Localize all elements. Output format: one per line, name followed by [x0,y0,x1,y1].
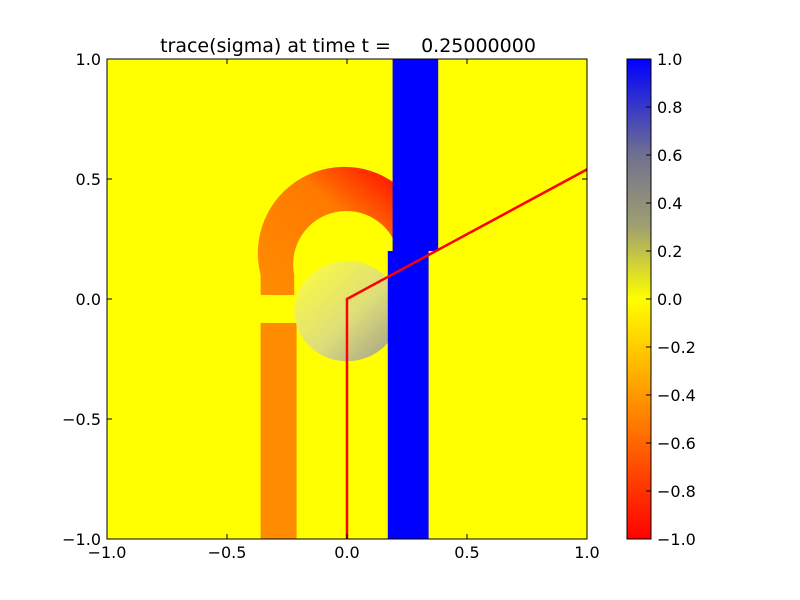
x-tick-label: 0.0 [334,543,359,562]
colorbar-tick-label: 0.8 [657,98,682,117]
heatmap-field [257,59,587,539]
colorbar-tick-label: 1.0 [657,50,682,69]
x-axis-ticks: −1.0 −0.5 0.0 0.5 1.0 [88,59,600,562]
x-tick-label: 0.5 [454,543,479,562]
colorbar-tick-label: 0.6 [657,146,682,165]
colorbar-tick-label: −0.4 [657,386,696,405]
colorbar-tick-label: 0.0 [657,290,682,309]
positive-stress-band-lower [387,251,429,539]
colorbar-ticks: 1.0 0.8 0.6 0.4 0.2 0.0 −0.2 −0.4 −0.6 −0.8 −1.0 [646,50,696,549]
colorbar-tick-label: −0.6 [657,434,696,453]
negative-stress-band [260,323,297,539]
colorbar-tick-label: −0.2 [657,338,696,357]
y-axis-ticks: −1.0 −0.5 0.0 0.5 1.0 [62,50,587,549]
positive-stress-band-upper [392,59,439,251]
colorbar-tick-label: 0.4 [657,194,682,213]
y-tick-label: −1.0 [62,530,101,549]
y-tick-label: 0.0 [76,290,101,309]
colorbar-tick-label: −0.8 [657,482,696,501]
colorbar-tick-label: 0.2 [657,242,682,261]
overlay-line [345,168,587,539]
plot-area: −1.0 −0.5 0.0 0.5 1.0 −1.0 −0.5 0.0 0.5 1.0 [62,50,600,562]
x-tick-label: −0.5 [208,543,247,562]
chart-title: trace(sigma) at time t = 0.25000000 [160,35,536,57]
x-tick-label: −1.0 [88,543,127,562]
negative-stress-arc [257,166,406,295]
y-tick-label: 0.5 [76,170,101,189]
x-tick-label: 1.0 [574,543,599,562]
colorbar-tick-label: −1.0 [657,530,696,549]
y-tick-label: 1.0 [76,50,101,69]
y-tick-label: −0.5 [62,410,101,429]
colorbar: 1.0 0.8 0.6 0.4 0.2 0.0 −0.2 −0.4 −0.6 −0.8 −1.0 [626,50,696,549]
